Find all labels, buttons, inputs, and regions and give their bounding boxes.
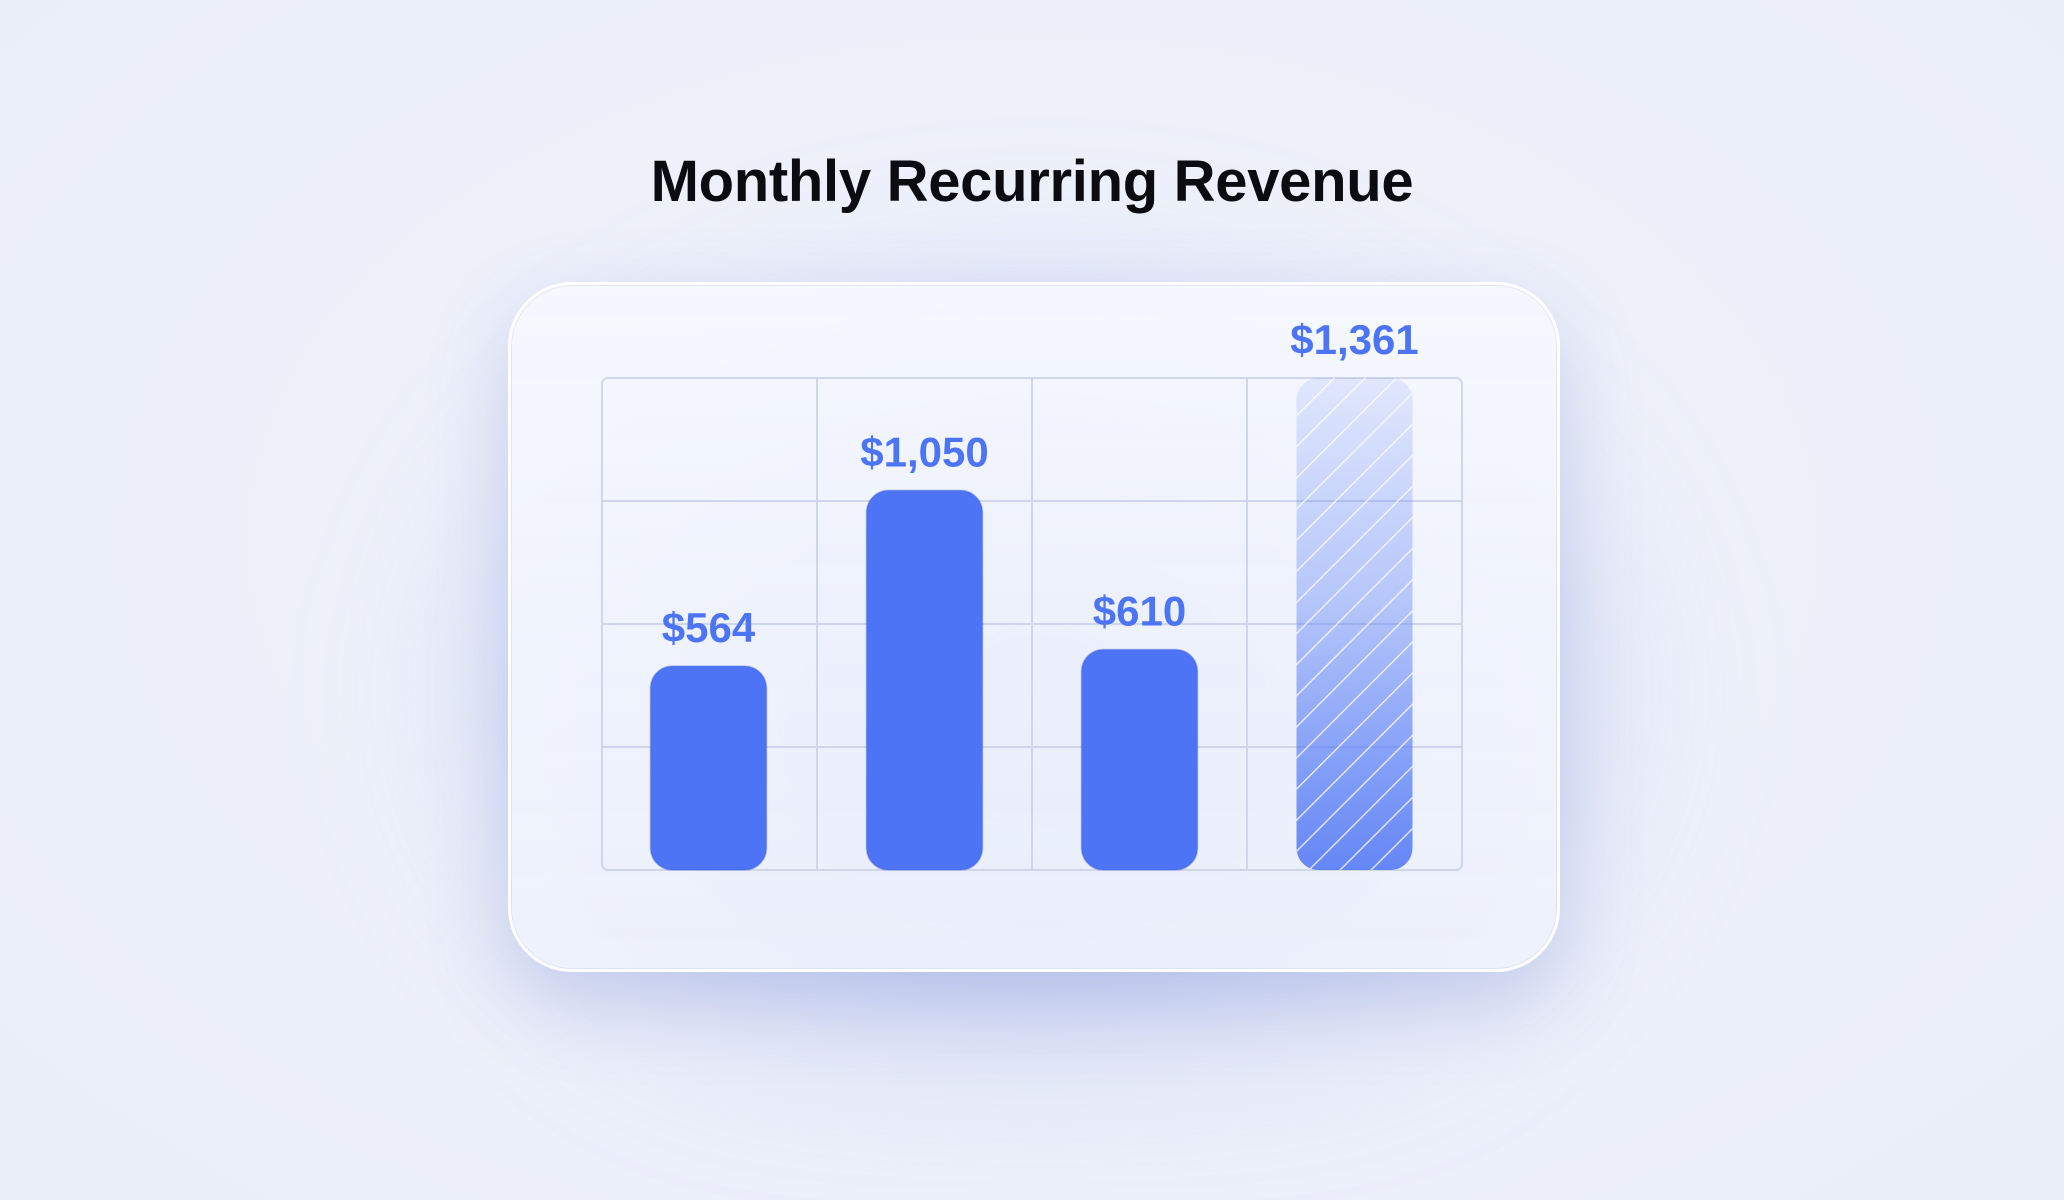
chart-title: Monthly Recurring Revenue xyxy=(650,149,1414,214)
bar xyxy=(649,665,768,871)
bar-value-label: $1,361 xyxy=(1290,316,1418,363)
bar-hatch-overlay xyxy=(1296,378,1413,870)
bar xyxy=(1080,648,1199,871)
bar-value-label: $610 xyxy=(1093,587,1186,634)
bar-value-label: $1,050 xyxy=(860,428,988,475)
bar-value-label: $564 xyxy=(662,604,756,651)
bar xyxy=(865,489,984,871)
